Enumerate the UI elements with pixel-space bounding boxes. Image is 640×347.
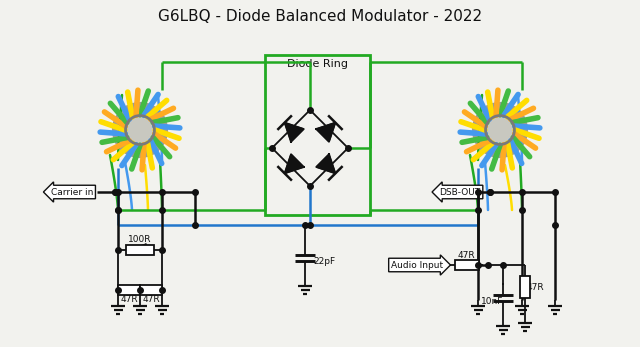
Bar [118,285,140,295]
Polygon shape [285,154,304,174]
Text: Diode Ring: Diode Ring [287,59,348,69]
Polygon shape [285,122,304,142]
Polygon shape [316,154,335,174]
Bar [140,285,162,295]
Polygon shape [316,122,335,142]
Circle shape [127,117,154,143]
Text: 10nF: 10nF [481,297,504,306]
Text: Audio Input: Audio Input [391,261,443,270]
Text: 100R: 100R [128,235,152,244]
Bar [454,260,479,270]
Bar [265,55,370,215]
Text: 47R: 47R [142,295,160,304]
Circle shape [113,103,168,157]
Text: 47R: 47R [526,282,544,291]
Bar [126,245,154,255]
Bar [520,276,530,298]
Text: 47R: 47R [120,295,138,304]
Text: Carrier in: Carrier in [51,187,93,196]
Circle shape [472,103,527,157]
Text: G6LBQ - Diode Balanced Modulator - 2022: G6LBQ - Diode Balanced Modulator - 2022 [158,8,482,24]
Text: DSB-OUT: DSB-OUT [440,187,481,196]
Circle shape [486,117,513,143]
Text: 47R: 47R [458,252,476,261]
Text: 22pF: 22pF [313,257,335,266]
